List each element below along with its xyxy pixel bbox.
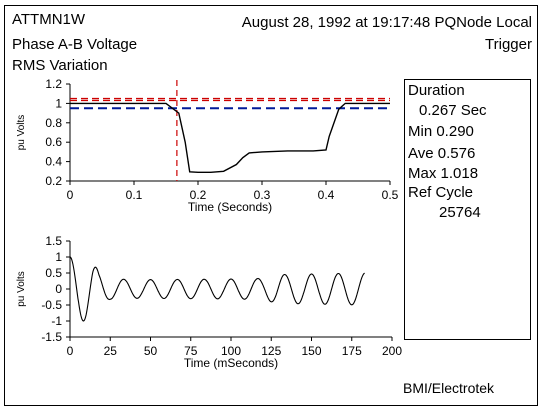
wave-x-tick-label: 175 <box>342 344 362 358</box>
ref-cycle-label: Ref Cycle <box>408 184 474 201</box>
ref-cycle-value: 25764 <box>439 204 481 221</box>
wave-y-tick-label: -1 <box>51 314 62 328</box>
summary-box: Duration 0.267 Sec Min 0.290 Ave 0.576 M… <box>404 79 531 340</box>
voltage-waveform-line <box>69 256 365 322</box>
event-id: ATTMN1W <box>12 11 86 28</box>
rms-y-tick-label: 0.8 <box>45 116 62 130</box>
max-value: Max 1.018 <box>408 165 479 182</box>
duration-value: 0.267 Sec <box>419 102 487 119</box>
rms-voltage-line <box>70 102 390 174</box>
event-type: RMS Variation <box>12 57 108 74</box>
wave-x-tick-label: 0 <box>67 344 74 358</box>
rms-x-tick-label: 0 <box>67 188 74 202</box>
wave-x-tick-label: 150 <box>301 344 321 358</box>
rms-x-tick-label: 0.5 <box>382 188 399 202</box>
rms-x-tick-label: 0.1 <box>126 188 143 202</box>
wave-x-tick-label: 75 <box>184 344 198 358</box>
rms-y-tick-label: 0.2 <box>45 174 62 188</box>
trigger-label: Trigger <box>485 36 532 53</box>
wave-x-tick-label: 50 <box>144 344 158 358</box>
wave-y-tick-label: 0.5 <box>45 266 62 280</box>
rms-y-tick-label: 0.4 <box>45 155 62 169</box>
chart-frame <box>4 5 538 406</box>
wave-y-axis-label: pu Volts <box>16 271 27 307</box>
wave-x-tick-label: 25 <box>104 344 118 358</box>
wave-y-tick-label: 1.5 <box>45 234 62 248</box>
rms-y-tick-label: 0.6 <box>45 135 62 149</box>
ave-value: Ave 0.576 <box>408 145 476 162</box>
wave-y-tick-label: -1.5 <box>41 330 62 344</box>
wave-x-tick-label: 125 <box>261 344 281 358</box>
wave-x-tick-label: 200 <box>382 344 402 358</box>
wave-x-axis-label: Time (mSeconds) <box>184 356 278 370</box>
rms-x-tick-label: 0.4 <box>318 188 335 202</box>
min-value: Min 0.290 <box>408 123 474 140</box>
wave-y-tick-label: 0 <box>55 282 62 296</box>
rms-y-axis-label: pu Volts <box>16 115 27 151</box>
rms-y-tick-label: 1 <box>55 96 62 110</box>
phase-label: Phase A-B Voltage <box>12 36 138 53</box>
rms-x-tick-label: 0.3 <box>254 188 271 202</box>
event-datetime: August 28, 1992 at 19:17:48 PQNode Local <box>241 14 532 31</box>
rms-y-tick-label: 1.2 <box>45 77 62 91</box>
wave-y-tick-label: 1 <box>55 250 62 264</box>
wave-x-tick-label: 100 <box>221 344 241 358</box>
rms-x-tick-label: 0.2 <box>190 188 207 202</box>
duration-label: Duration <box>408 82 465 99</box>
rms-x-axis-label: Time (Seconds) <box>188 200 272 214</box>
wave-y-tick-label: -0.5 <box>41 298 62 312</box>
footer-credit: BMI/Electrotek <box>403 380 495 396</box>
